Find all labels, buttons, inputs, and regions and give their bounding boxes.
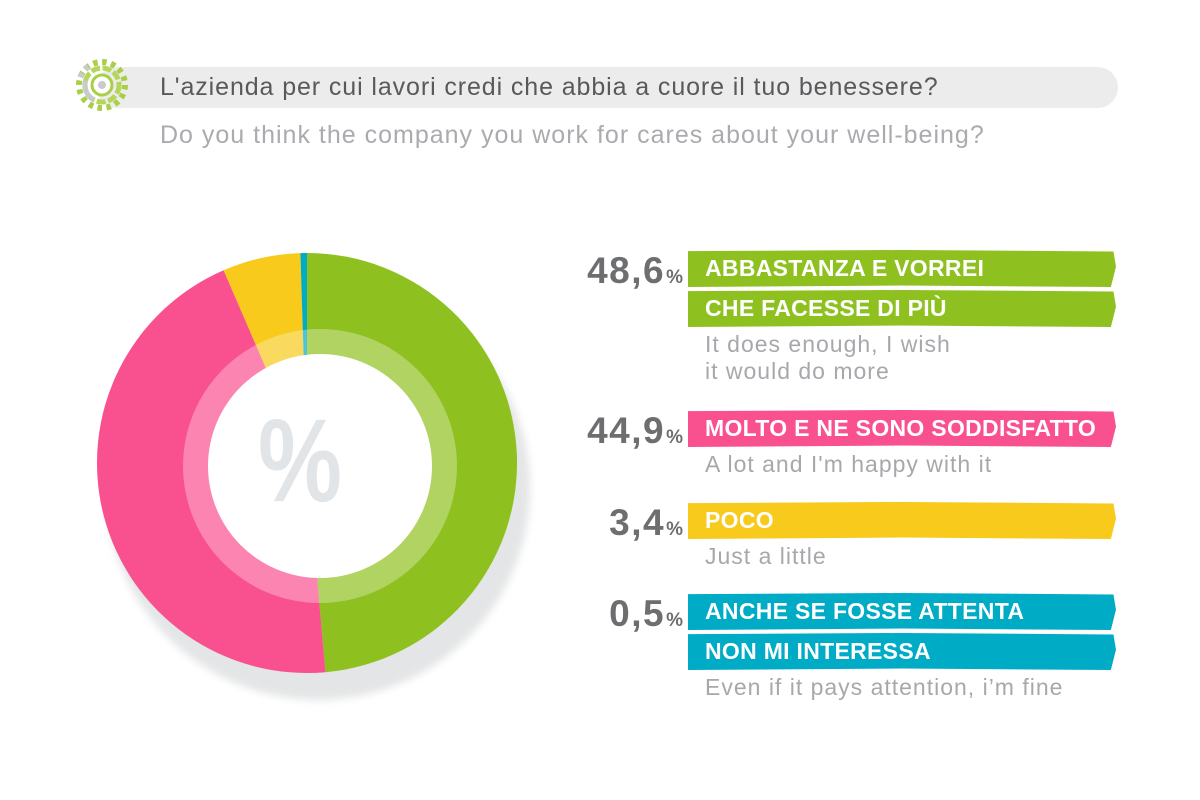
legend-description: Just a little: [688, 543, 1116, 570]
legend-percent-sign: %: [666, 519, 683, 540]
legend-value-number: 48,6: [587, 250, 666, 291]
legend-banner: ABBASTANZA E VORREI: [688, 250, 1116, 287]
legend-label-line: MOLTO E NE SONO SODDISFATTO: [705, 415, 1097, 441]
legend-description-line: Even if it pays attention, i’m fine: [705, 674, 1064, 700]
donut-chart: %: [96, 252, 530, 700]
question-subtitle: Do you think the company you work for ca…: [160, 121, 985, 149]
center-percent-symbol: %: [258, 394, 342, 527]
legend-value: 3,4%: [609, 503, 688, 543]
legend-label-line: ANCHE SE FOSSE ATTENTA: [705, 598, 1025, 624]
legend-banner: ANCHE SE FOSSE ATTENTA: [688, 593, 1116, 630]
legend-description: A lot and I'm happy with it: [688, 451, 1116, 478]
legend-value: 44,9%: [587, 411, 688, 451]
legend-label-line: NON MI INTERESSA: [705, 638, 931, 664]
legend-banner: POCO: [688, 502, 1116, 539]
legend-banner: CHE FACESSE DI PIÙ: [688, 290, 1116, 327]
legend-description-line: Just a little: [705, 543, 827, 569]
legend-description: It does enough, I wish it would do more: [688, 331, 1116, 385]
legend-item-4: 0,5% ANCHE SE FOSSE ATTENTA NON MI INTER…: [609, 593, 1116, 701]
question-bar: [96, 67, 1118, 108]
legend-value: 48,6%: [587, 251, 688, 291]
legend-banner: NON MI INTERESSA: [688, 633, 1116, 670]
legend-value-number: 3,4: [609, 502, 666, 543]
legend-label-line: CHE FACESSE DI PIÙ: [705, 295, 947, 321]
legend-description-line: it would do more: [705, 358, 890, 384]
question-title: L'azienda per cui lavori credi che abbia…: [160, 73, 939, 101]
legend-percent-sign: %: [666, 267, 683, 288]
legend-value-number: 44,9: [587, 410, 666, 451]
legend-description-line: It does enough, I wish: [705, 331, 951, 357]
legend-value: 0,5%: [609, 594, 688, 634]
legend-item-3: 3,4% POCO Just a little: [609, 502, 1116, 570]
legend-percent-sign: %: [666, 427, 683, 448]
legend-label-line: POCO: [705, 507, 774, 533]
legend-label-line: ABBASTANZA E VORREI: [705, 255, 985, 281]
legend-percent-sign: %: [666, 610, 683, 631]
legend-value-number: 0,5: [609, 593, 666, 634]
legend-item-2: 44,9% MOLTO E NE SONO SODDISFATTO A lot …: [587, 410, 1116, 478]
donut-hole: [208, 354, 432, 578]
legend-description-line: A lot and I'm happy with it: [705, 451, 993, 477]
legend-banner: MOLTO E NE SONO SODDISFATTO: [688, 410, 1116, 447]
legend-item-1: 48,6% ABBASTANZA E VORREI CHE FACESSE DI…: [587, 250, 1116, 385]
gear-icon: [76, 59, 128, 111]
legend-description: Even if it pays attention, i’m fine: [688, 674, 1116, 701]
